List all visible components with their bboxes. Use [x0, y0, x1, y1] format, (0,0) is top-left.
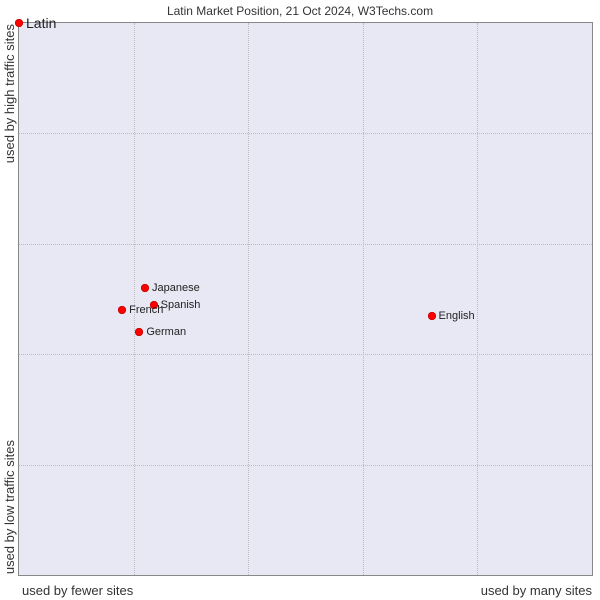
grid-line-vertical — [134, 23, 135, 575]
grid-line-vertical — [248, 23, 249, 575]
data-point-label: Latin — [26, 15, 56, 31]
data-point — [118, 306, 126, 314]
chart-title: Latin Market Position, 21 Oct 2024, W3Te… — [0, 4, 600, 18]
grid-line-horizontal — [19, 354, 592, 355]
data-point-label: Spanish — [161, 299, 201, 311]
grid-line-horizontal — [19, 133, 592, 134]
data-point-label: German — [146, 326, 186, 338]
x-axis-label-left: used by fewer sites — [22, 583, 133, 598]
chart-container: Latin Market Position, 21 Oct 2024, W3Te… — [0, 0, 600, 600]
data-point — [141, 284, 149, 292]
grid-line-horizontal — [19, 244, 592, 245]
plot-area: LatinJapaneseSpanishFrenchEnglishGerman — [18, 22, 593, 576]
y-axis-label-top: used by high traffic sites — [2, 24, 17, 163]
x-axis-label-right: used by many sites — [481, 583, 592, 598]
data-point — [428, 312, 436, 320]
grid-line-vertical — [363, 23, 364, 575]
data-point-label: French — [129, 304, 163, 316]
grid-line-horizontal — [19, 465, 592, 466]
data-point-label: English — [439, 310, 475, 322]
data-point — [135, 328, 143, 336]
y-axis-label-bottom: used by low traffic sites — [2, 440, 17, 574]
grid-line-vertical — [477, 23, 478, 575]
data-point-label: Japanese — [152, 282, 200, 294]
